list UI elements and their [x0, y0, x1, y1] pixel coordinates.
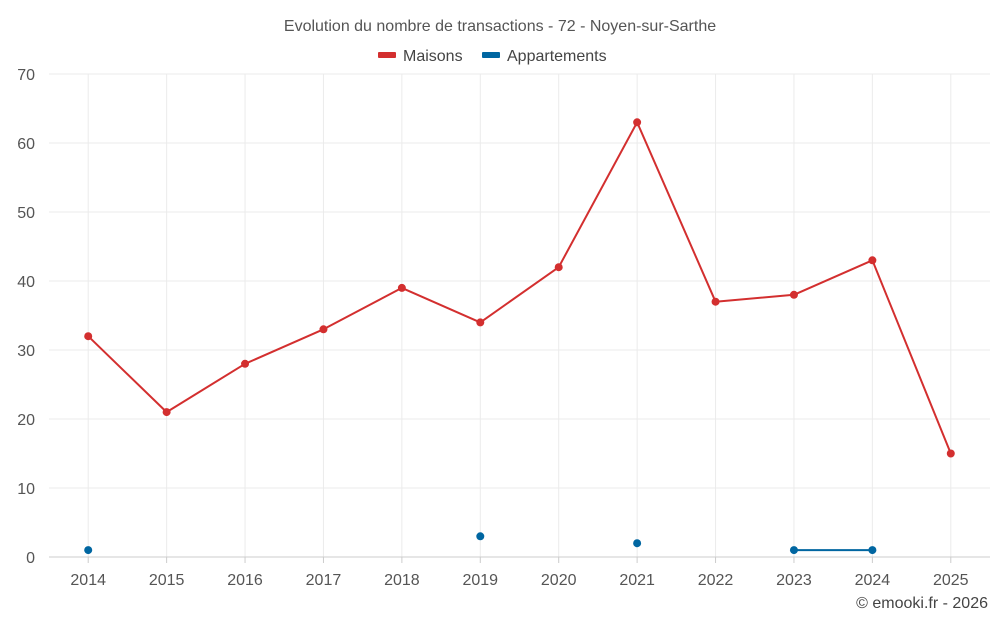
data-point-maisons[interactable]: [241, 359, 250, 368]
data-point-maisons[interactable]: [868, 256, 877, 265]
y-tick-label: 10: [17, 481, 35, 498]
legend-label-maisons: Maisons: [403, 48, 463, 65]
legend-item-appartements[interactable]: Appartements: [482, 48, 607, 65]
y-tick-label: 30: [17, 343, 35, 360]
y-axis: 0 10 20 30 40 50 60 70: [17, 67, 35, 567]
x-axis: 2014 2015 2016 2017 2018 2019 2020 2021 2022 2023…: [49, 556, 990, 589]
legend-item-maisons[interactable]: Maisons: [378, 48, 463, 65]
y-tick-label: 70: [17, 67, 35, 84]
y-tick-label: 40: [17, 274, 35, 291]
data-point-maisons[interactable]: [633, 118, 642, 127]
data-point-maisons[interactable]: [319, 325, 328, 334]
data-point-appartements[interactable]: [84, 546, 93, 555]
series: [84, 118, 955, 555]
y-tick-label: 50: [17, 205, 35, 222]
y-tick-label: 60: [17, 136, 35, 153]
x-tick-label: 2015: [149, 572, 185, 589]
x-tick-label: 2025: [933, 572, 969, 589]
legend: Maisons Appartements: [378, 48, 607, 65]
data-point-maisons[interactable]: [554, 263, 563, 272]
data-point-appartements[interactable]: [633, 539, 642, 548]
series-line-maisons: [87, 121, 952, 454]
data-point-maisons[interactable]: [397, 283, 406, 292]
data-point-appartements[interactable]: [476, 532, 485, 541]
grid: [49, 73, 990, 557]
chart-title: Evolution du nombre de transactions - 72…: [284, 18, 716, 35]
data-point-maisons[interactable]: [84, 332, 93, 341]
x-tick-label: 2019: [462, 572, 498, 589]
legend-swatch-maisons: [378, 52, 396, 58]
credit-text: © emooki.fr - 2026: [856, 595, 988, 612]
legend-swatch-appartements: [482, 52, 500, 58]
x-tick-label: 2020: [541, 572, 577, 589]
data-point-maisons[interactable]: [946, 449, 955, 458]
data-point-maisons[interactable]: [162, 408, 171, 417]
y-tick-label: 20: [17, 412, 35, 429]
series-appartements: [84, 532, 877, 555]
legend-label-appartements: Appartements: [507, 48, 607, 65]
x-tick-label: 2017: [306, 572, 342, 589]
x-tick-label: 2021: [619, 572, 655, 589]
data-point-maisons[interactable]: [789, 290, 798, 299]
x-tick-label: 2022: [698, 572, 734, 589]
x-tick-label: 2024: [855, 572, 891, 589]
x-tick-label: 2014: [70, 572, 106, 589]
x-tick-label: 2023: [776, 572, 812, 589]
data-point-appartements[interactable]: [868, 546, 877, 555]
series-maisons: [84, 118, 955, 458]
y-tick-label: 0: [26, 550, 35, 567]
x-tick-label: 2016: [227, 572, 263, 589]
data-point-maisons[interactable]: [476, 318, 485, 327]
data-point-maisons[interactable]: [711, 297, 720, 306]
x-tick-label: 2018: [384, 572, 420, 589]
data-point-appartements[interactable]: [789, 546, 798, 555]
